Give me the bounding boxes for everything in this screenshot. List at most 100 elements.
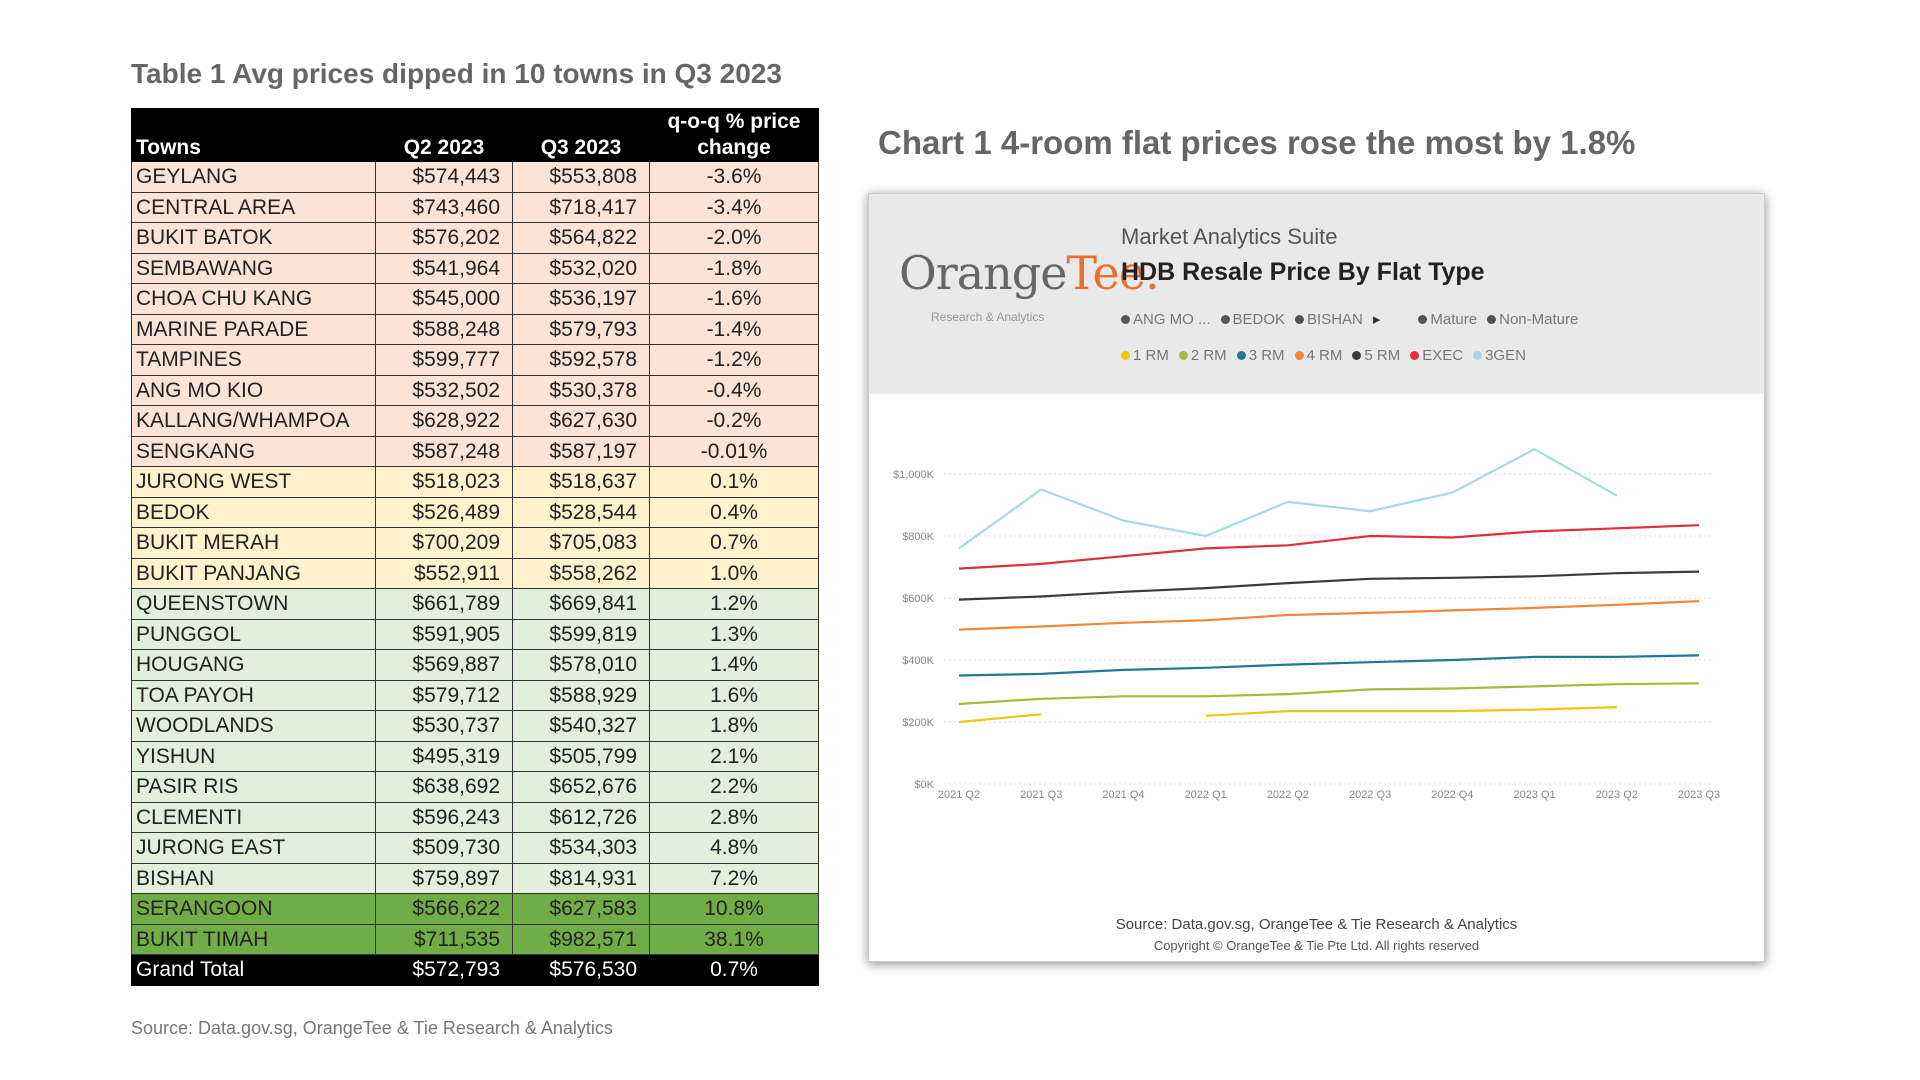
- chart-source: Source: Data.gov.sg, OrangeTee & Tie Res…: [1115, 916, 1518, 933]
- legend-dot-icon: [1178, 351, 1188, 360]
- cell-change: 1.6%: [649, 679, 819, 711]
- cell-q2: $579,712: [375, 679, 513, 711]
- cell-q3: $814,931: [512, 862, 650, 894]
- table-row: SEMBAWANG $541,964 $532,020 -1.8%: [131, 252, 819, 284]
- cell-q3: $528,544: [512, 496, 650, 528]
- legend-dot-icon: [1295, 314, 1305, 324]
- town-filter-item[interactable]: BEDOK: [1220, 310, 1286, 328]
- legend-dot-icon: [1418, 314, 1428, 324]
- cell-q3: $553,808: [512, 161, 650, 193]
- legend-dot-icon: [1487, 314, 1497, 324]
- cell-change: -1.6%: [649, 283, 819, 315]
- total-q3: $576,530: [512, 954, 650, 986]
- table-row: TAMPINES $599,777 $592,578 -1.2%: [131, 344, 819, 376]
- series-line-exec: [958, 524, 1700, 570]
- cell-q2: $596,243: [375, 801, 513, 833]
- line-chart: $0K $200K $400K $600K $800K $1,000K 2021 Q2 202…: [893, 447, 1720, 801]
- cell-q2: $711,535: [375, 923, 513, 955]
- cell-change: 10.8%: [649, 893, 819, 925]
- cell-q2: $587,248: [375, 435, 513, 467]
- header-q3: Q3 2023: [512, 108, 650, 162]
- chart-copyright: Copyright © OrangeTee & Tie Pte Ltd. All…: [1153, 938, 1480, 953]
- cell-change: 2.8%: [649, 801, 819, 833]
- series-legend-item[interactable]: 4 RM: [1294, 347, 1342, 364]
- legend-dot-icon: [1294, 351, 1304, 360]
- x-tick-label: 2021 Q4: [1102, 789, 1144, 801]
- y-tick-label: $200K: [902, 717, 934, 729]
- cell-q2: $495,319: [375, 740, 513, 772]
- cell-q2: $759,897: [375, 862, 513, 894]
- cell-q2: $576,202: [375, 222, 513, 254]
- logo-accent: Tee.: [1066, 246, 1159, 300]
- cell-town: TAMPINES: [131, 344, 376, 376]
- cell-q2: $628,922: [375, 405, 513, 437]
- table-row: SENGKANG $587,248 $587,197 -0.01%: [131, 435, 819, 467]
- cell-town: BUKIT MERAH: [131, 527, 376, 559]
- cell-q2: $541,964: [375, 252, 513, 284]
- table-row: SERANGOON $566,622 $627,583 10.8%: [131, 893, 819, 925]
- cell-q2: $530,737: [375, 710, 513, 742]
- table-title: Table 1 Avg prices dipped in 10 towns in…: [131, 58, 782, 89]
- table-row: BISHAN $759,897 $814,931 7.2%: [131, 862, 819, 894]
- cell-q3: $592,578: [512, 344, 650, 376]
- cell-q3: $587,197: [512, 435, 650, 467]
- series-line-3-rm: [958, 654, 1700, 677]
- cell-town: SENGKANG: [131, 435, 376, 467]
- legend-dot-icon: [1473, 351, 1483, 360]
- table-row: CENTRAL AREA $743,460 $718,417 -3.4%: [131, 191, 819, 223]
- town-filter-item[interactable]: ANG MO ...: [1121, 311, 1211, 328]
- table-row: JURONG EAST $509,730 $534,303 4.8%: [131, 832, 819, 864]
- x-tick-label: 2023 Q1: [1513, 789, 1555, 801]
- cell-change: 1.2%: [649, 588, 819, 620]
- header-change-line2: change: [697, 136, 771, 159]
- estate-filter-item[interactable]: Non-Mature: [1487, 311, 1578, 328]
- cell-change: 1.0%: [649, 557, 819, 589]
- town-filter-item[interactable]: BISHAN: [1295, 311, 1363, 328]
- cell-change: 2.1%: [649, 740, 819, 772]
- series-legend-item[interactable]: 3GEN: [1473, 347, 1526, 364]
- cell-q2: $591,905: [375, 618, 513, 650]
- table-body: GEYLANG $574,443 $553,808 -3.6% CENTRAL AREA…: [131, 161, 819, 986]
- series-line-5-rm: [958, 570, 1700, 601]
- cell-q3: $505,799: [512, 740, 650, 772]
- cell-q2: $700,209: [375, 527, 513, 559]
- table-row: BUKIT BATOK $576,202 $564,822 -2.0%: [131, 222, 819, 254]
- cell-q2: $743,460: [375, 191, 513, 223]
- table-row: BUKIT MERAH $700,209 $705,083 0.7%: [131, 527, 819, 559]
- cell-change: 0.4%: [649, 496, 819, 528]
- series-line-2-rm: [958, 682, 1700, 706]
- cell-change: -1.4%: [649, 313, 819, 345]
- orangetee-logo: OrangeTee.: [899, 246, 1160, 300]
- legend-dot-icon: [1352, 351, 1362, 360]
- series-legend-item[interactable]: 5 RM: [1352, 347, 1400, 364]
- cell-town: BUKIT PANJANG: [131, 557, 376, 589]
- table-row: BEDOK $526,489 $528,544 0.4%: [131, 496, 819, 528]
- estate-filter-item[interactable]: Mature: [1418, 311, 1477, 328]
- total-town: Grand Total: [131, 954, 376, 986]
- cell-q2: $532,502: [375, 374, 513, 406]
- cell-change: -1.8%: [649, 252, 819, 284]
- legend-label: Mature: [1430, 310, 1478, 328]
- legend-label: ANG MO ...: [1133, 310, 1211, 328]
- logo-main: Orange: [899, 246, 1067, 300]
- series-legend-item[interactable]: 2 RM: [1178, 347, 1227, 364]
- more-arrow-icon[interactable]: ▸: [1372, 311, 1381, 328]
- cell-town: BUKIT BATOK: [131, 222, 376, 254]
- cell-q2: $638,692: [375, 771, 513, 803]
- cell-town: BUKIT TIMAH: [131, 923, 376, 955]
- filter-legend: ANG MO ... BEDOK BISHAN ▸ Mature Non-Mature: [1121, 310, 1578, 328]
- x-tick-label: 2022 Q4: [1431, 789, 1473, 801]
- table-source: Source: Data.gov.sg, OrangeTee & Tie Res…: [131, 1018, 613, 1038]
- series-legend-item[interactable]: EXEC: [1410, 347, 1463, 364]
- table-row: CHOA CHU KANG $545,000 $536,197 -1.6%: [131, 283, 819, 315]
- table-row: QUEENSTOWN $661,789 $669,841 1.2%: [131, 588, 819, 620]
- cell-change: 1.3%: [649, 618, 819, 650]
- cell-town: WOODLANDS: [131, 710, 376, 742]
- series-line-1-rm: [958, 713, 1042, 724]
- legend-label: 3GEN: [1485, 347, 1526, 364]
- legend-label: BEDOK: [1232, 310, 1286, 328]
- series-legend-item[interactable]: 3 RM: [1236, 347, 1285, 364]
- dashboard-card: OrangeTee. Research & Analytics Market A…: [868, 193, 1765, 962]
- series-legend-item[interactable]: 1 RM: [1121, 347, 1169, 364]
- cell-q3: $534,303: [512, 832, 650, 864]
